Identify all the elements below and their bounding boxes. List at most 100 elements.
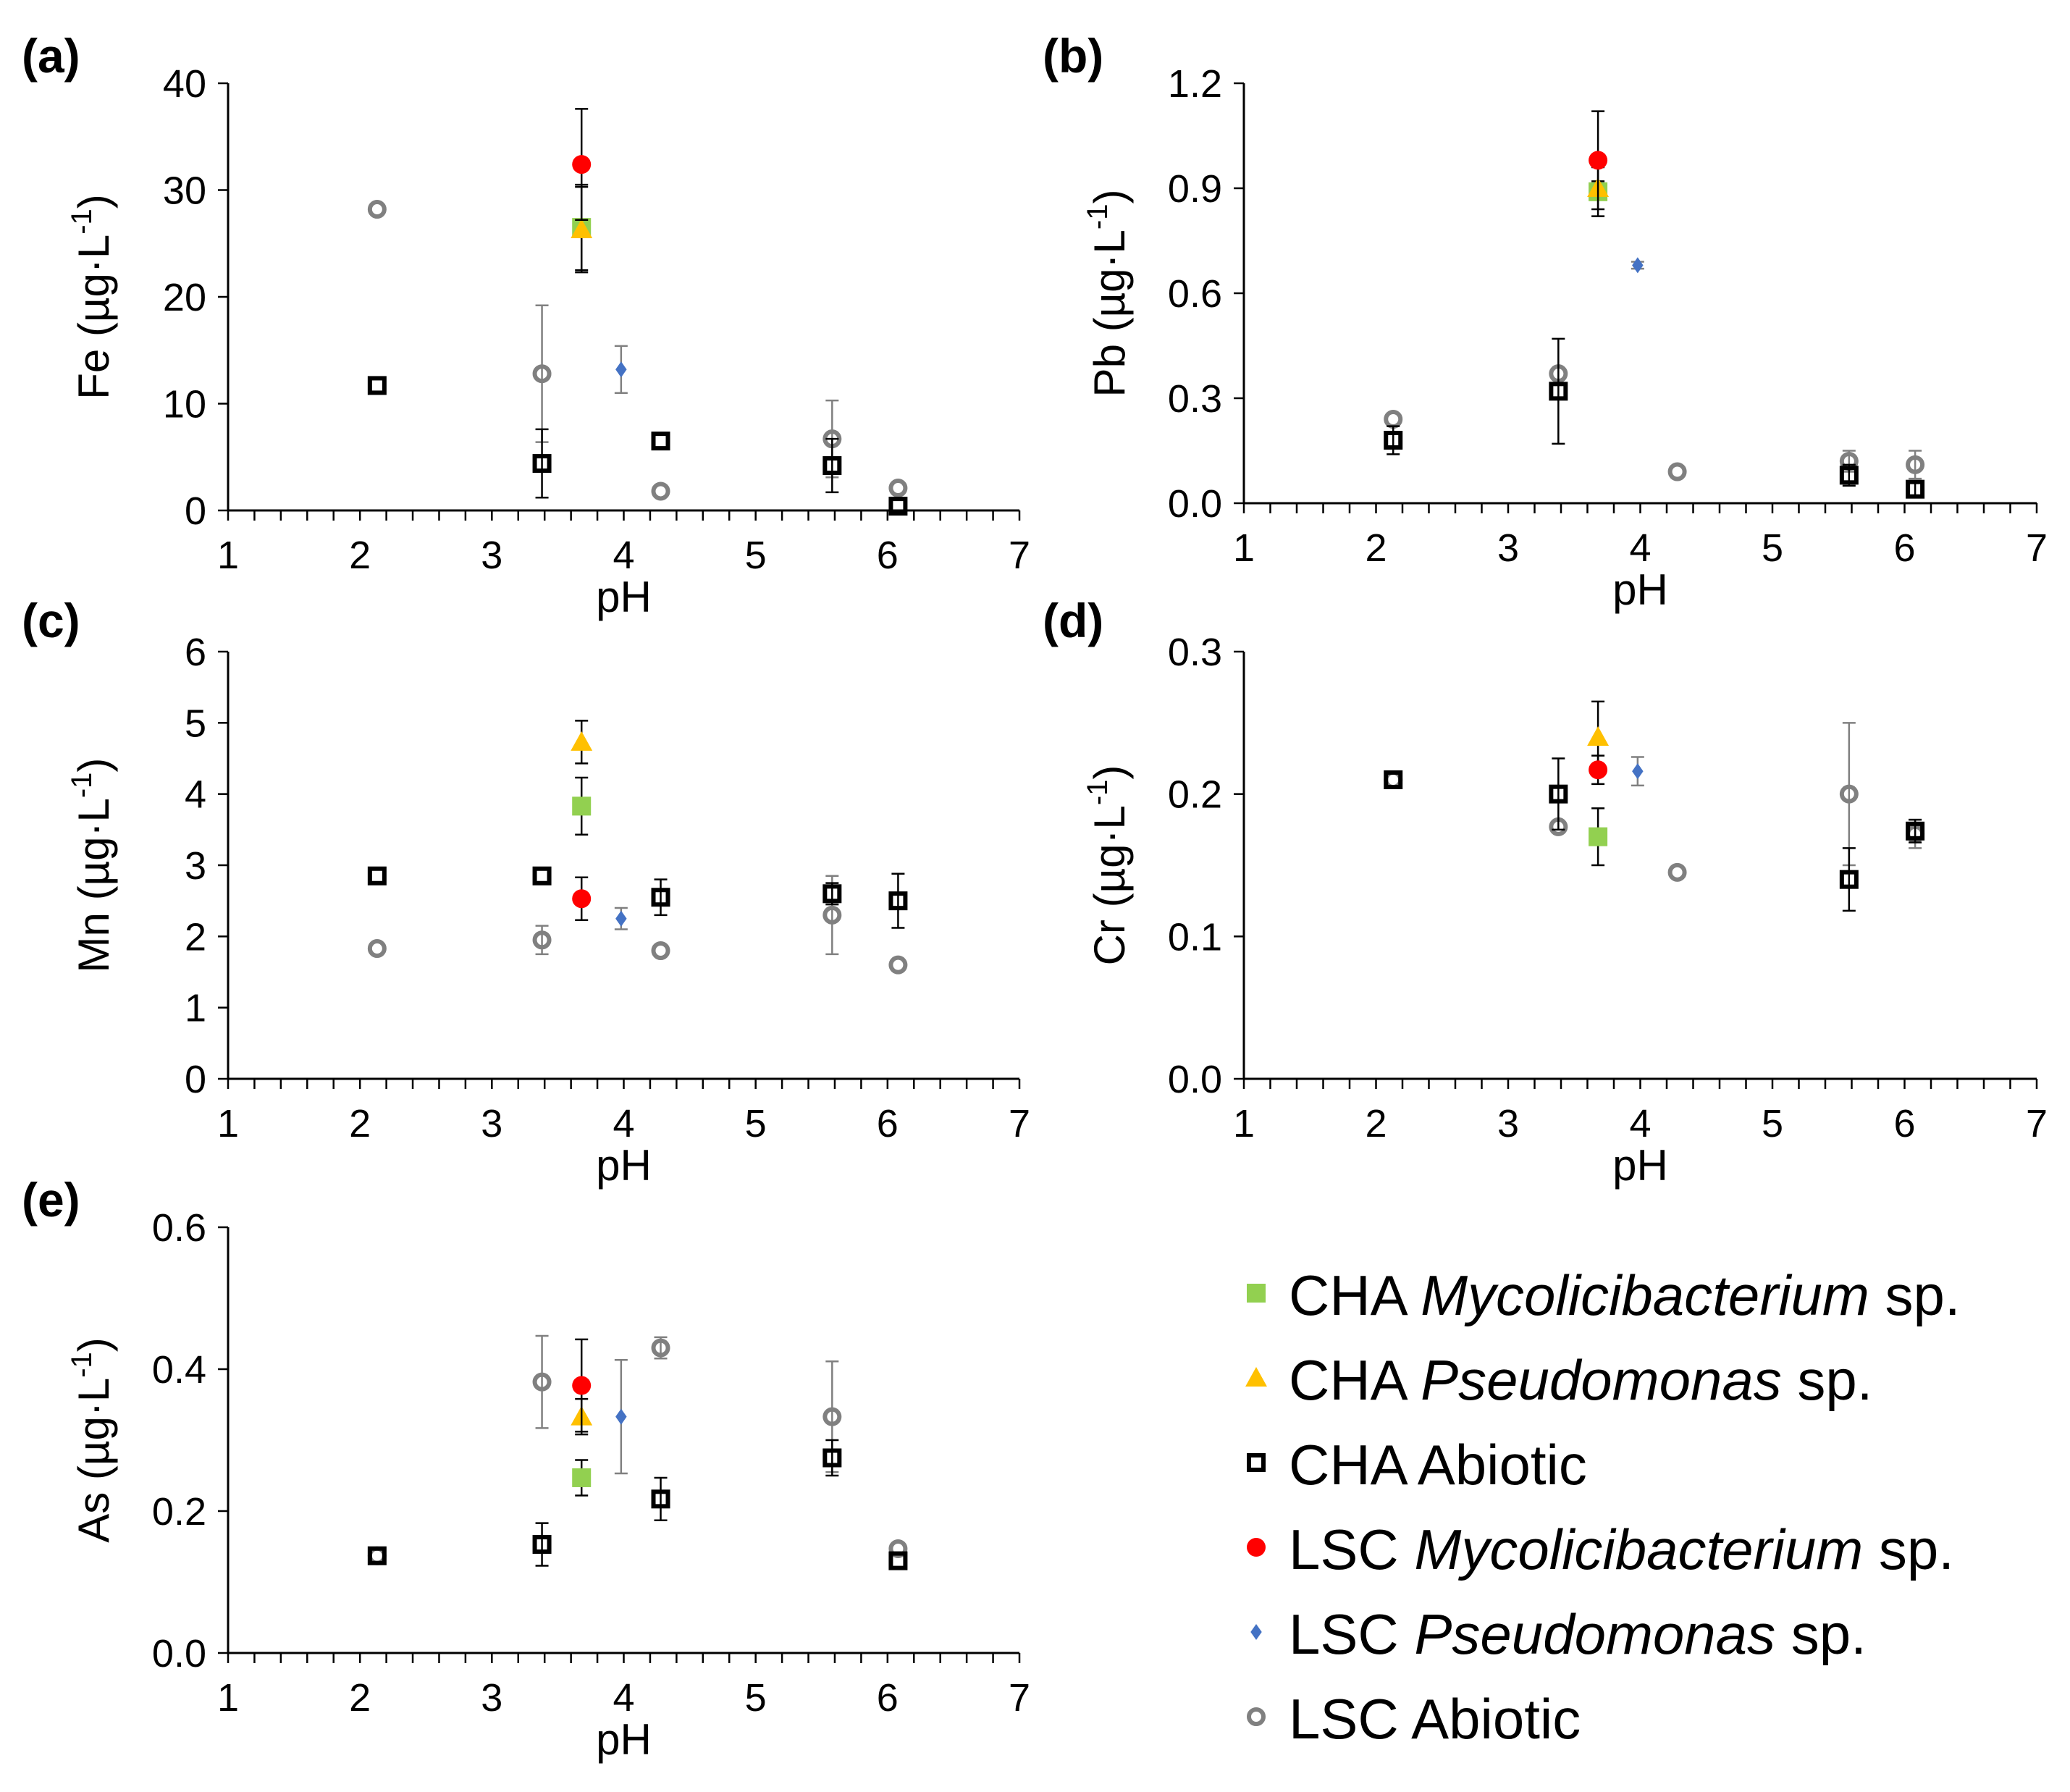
data-point-lsc_myco [1589, 760, 1608, 780]
data-point-cha_abiotic [1549, 382, 1568, 401]
series-cha_abiotic [1384, 337, 1925, 499]
y-axis-title: Pb (µg·L-1) [1082, 190, 1134, 397]
x-tick-label: 1 [217, 1102, 239, 1145]
legend-item-cha_myco: CHA Mycolicibacterium sp. [1247, 1263, 1961, 1327]
data-point-cha_abiotic [651, 888, 670, 907]
y-tick-label: 0 [185, 1058, 206, 1101]
series-lsc_abiotic [367, 200, 908, 501]
x-tick-label: 3 [1497, 526, 1519, 570]
x-tick-label: 1 [1233, 1102, 1255, 1145]
data-point-lsc_pseudo [1632, 257, 1644, 274]
legend-item-lsc_pseudo: LSC Pseudomonas sp. [1250, 1602, 1867, 1666]
x-tick-label: 6 [1893, 526, 1915, 570]
y-tick-label: 0.4 [152, 1348, 206, 1392]
x-tick-label: 5 [745, 1676, 767, 1720]
data-point-cha_abiotic [1839, 466, 1859, 485]
y-axis-title: Fe (µg·L-1) [66, 194, 118, 400]
legend-marker [1250, 1623, 1262, 1641]
x-axis-title: pH [1612, 1141, 1668, 1190]
data-point-lsc_abiotic [1384, 410, 1403, 429]
data-point-lsc_abiotic [1839, 784, 1859, 804]
data-point-cha_abiotic [532, 1535, 552, 1555]
x-tick-label: 6 [877, 1102, 899, 1145]
legend-label: LSC Abiotic [1289, 1687, 1581, 1751]
chart-panel-a: (a) 0 10 20 30 40 1 2 3 4 5 6 7 pH Fe (µg·L-1) [22, 29, 1030, 621]
data-point-lsc_myco [572, 889, 592, 909]
panel-label: (b) [1043, 29, 1103, 83]
data-point-cha_pseudo [571, 219, 593, 239]
data-point-lsc_myco [572, 155, 592, 174]
y-tick-label: 4 [185, 773, 206, 817]
data-point-lsc_pseudo [1632, 763, 1644, 780]
data-point-lsc_myco [572, 1376, 592, 1395]
data-point-cha_abiotic [1549, 784, 1568, 804]
x-tick-label: 7 [1009, 1102, 1030, 1145]
y-tick-label: 0.9 [1168, 167, 1222, 211]
x-tick-label: 2 [1365, 1102, 1387, 1145]
y-tick-label: 0.0 [1168, 1058, 1222, 1101]
series-cha_pseudo [571, 720, 593, 765]
legend-label: CHA Abiotic [1289, 1433, 1587, 1497]
error-bar [1909, 481, 1922, 497]
y-tick-label: 1 [185, 987, 206, 1030]
error-bar [1842, 722, 1856, 867]
x-tick-label: 1 [217, 534, 239, 577]
legend-item-cha_pseudo: CHA Pseudomonas sp. [1245, 1348, 1872, 1412]
chart-panel-e: (e) 0.0 0.2 0.4 0.6 1 2 3 4 5 6 7 pH As (µg·L-1) [22, 1173, 1030, 1764]
error-bar [535, 1522, 549, 1567]
x-tick-label: 6 [1893, 1102, 1915, 1145]
y-axis-title: As (µg·L-1) [66, 1337, 118, 1543]
series-lsc_abiotic [367, 875, 908, 975]
x-tick-label: 4 [1629, 1102, 1651, 1145]
data-point-lsc_abiotic [1667, 862, 1687, 882]
x-tick-label: 2 [349, 534, 371, 577]
y-tick-label: 1.2 [1168, 62, 1222, 106]
error-bar [1552, 757, 1565, 831]
legend-marker [1247, 1707, 1266, 1726]
data-point-lsc_abiotic [1906, 455, 1925, 474]
panel-label: (c) [22, 594, 80, 647]
error-bar [1909, 450, 1922, 480]
panel-label: (d) [1043, 594, 1103, 647]
data-point-cha_abiotic [888, 891, 908, 911]
y-tick-label: 20 [163, 276, 206, 319]
legend: CHA Mycolicibacterium sp. CHA Pseudomonas… [1245, 1263, 1961, 1751]
x-tick-label: 7 [2026, 526, 2048, 570]
data-point-lsc_pseudo [615, 910, 627, 927]
error-bar [654, 1476, 668, 1521]
y-tick-label: 0.0 [152, 1632, 206, 1675]
error-bar [654, 878, 668, 917]
x-tick-label: 4 [1629, 526, 1651, 570]
data-point-lsc_abiotic [367, 939, 387, 959]
series-lsc_abiotic [1384, 364, 1925, 481]
series-lsc_myco [1589, 754, 1608, 786]
data-point-cha_pseudo [1587, 726, 1610, 746]
error-bar [825, 1439, 839, 1477]
data-point-cha_abiotic [532, 866, 552, 886]
x-tick-label: 1 [217, 1676, 239, 1720]
data-point-lsc_abiotic [367, 200, 387, 219]
series-cha_abiotic [1384, 757, 1925, 912]
data-point-lsc_pseudo [615, 361, 627, 378]
legend-marker [1245, 1367, 1267, 1387]
series-lsc_pseudo [614, 906, 628, 930]
series-lsc_myco [572, 108, 592, 222]
y-axis-title: Cr (µg·L-1) [1082, 765, 1134, 966]
legend-label: CHA Mycolicibacterium sp. [1289, 1263, 1961, 1327]
x-tick-label: 2 [349, 1102, 371, 1145]
x-tick-label: 1 [1233, 526, 1255, 570]
legend-label: LSC Mycolicibacterium sp. [1289, 1518, 1954, 1581]
data-point-lsc_abiotic [888, 955, 908, 975]
x-tick-label: 5 [745, 1102, 767, 1145]
series-lsc_pseudo [1631, 257, 1644, 274]
y-tick-label: 10 [163, 383, 206, 426]
data-point-cha_abiotic [532, 454, 552, 474]
data-point-cha_abiotic [367, 376, 387, 395]
y-tick-label: 0.3 [1168, 377, 1222, 421]
x-tick-label: 6 [877, 534, 899, 577]
series-cha_abiotic [367, 1439, 908, 1570]
series-cha_myco [572, 1459, 592, 1497]
data-point-lsc_abiotic [822, 905, 842, 925]
error-bar [1552, 337, 1565, 445]
data-point-cha_abiotic [1384, 770, 1403, 789]
